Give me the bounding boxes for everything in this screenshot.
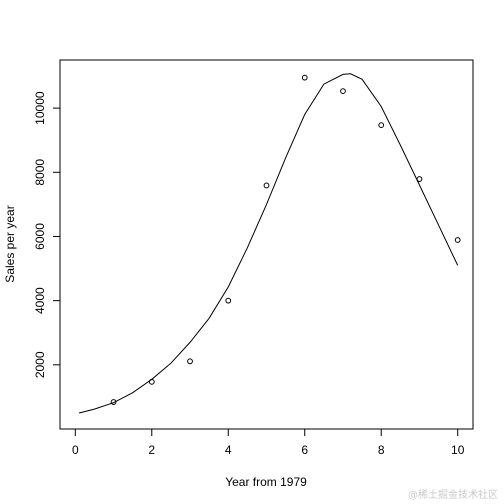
fitted-curve bbox=[78, 73, 459, 414]
x-tick-label: 0 bbox=[72, 443, 79, 457]
y-tick-label: 8000 bbox=[33, 159, 47, 186]
x-tick-label: 10 bbox=[451, 443, 465, 457]
data-point bbox=[110, 399, 117, 405]
x-tick-label: 2 bbox=[148, 443, 155, 457]
data-point bbox=[301, 74, 308, 81]
y-axis: 2000 4000 6000 8000 10000 bbox=[33, 91, 61, 378]
data-point bbox=[378, 122, 385, 129]
plot-frame bbox=[59, 59, 474, 430]
watermark: @稀土掘金技术社区 bbox=[408, 488, 498, 501]
x-axis-label: Year from 1979 bbox=[225, 475, 307, 489]
x-tick-label: 8 bbox=[378, 443, 385, 457]
x-tick-label: 4 bbox=[225, 443, 232, 457]
data-point bbox=[225, 297, 232, 304]
data-point bbox=[187, 358, 193, 365]
x-tick-label: 6 bbox=[301, 443, 308, 457]
x-axis: 0 2 4 6 8 10 bbox=[72, 428, 465, 457]
y-tick-label: 4000 bbox=[33, 287, 47, 314]
data-point bbox=[340, 88, 346, 95]
y-tick-label: 6000 bbox=[33, 223, 47, 250]
y-tick-label: 2000 bbox=[33, 351, 47, 378]
data-point bbox=[454, 237, 461, 243]
data-point bbox=[263, 182, 270, 189]
y-tick-label: 10000 bbox=[33, 91, 47, 125]
y-axis-label: Sales per year bbox=[3, 205, 17, 282]
series-layer bbox=[78, 73, 461, 414]
